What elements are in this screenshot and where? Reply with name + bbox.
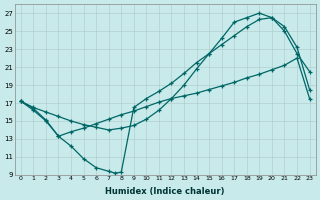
X-axis label: Humidex (Indice chaleur): Humidex (Indice chaleur) [106, 187, 225, 196]
